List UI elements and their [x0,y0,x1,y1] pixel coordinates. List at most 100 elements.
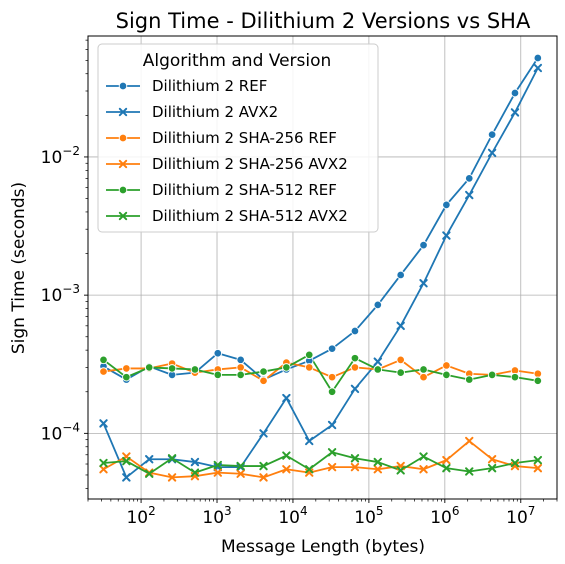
data-point [213,370,223,380]
data-point [510,372,520,382]
data-point [99,465,108,474]
legend-entry-label: Dilithium 2 SHA-256 REF [152,129,337,147]
x-tick-label: 103 [202,504,231,528]
data-point [327,344,337,353]
series-markers [99,53,543,482]
data-point [99,355,108,365]
data-point [327,462,337,472]
legend-box [97,43,379,233]
x-tick-label: 105 [354,504,383,528]
data-point [236,461,245,471]
data-point [487,148,497,158]
data-point [350,454,360,463]
data-point [487,370,497,380]
data-point [510,88,520,98]
data-point [304,350,314,360]
data-point [533,376,543,386]
data-point [350,326,360,336]
data-point [213,468,222,477]
data-point [510,108,520,117]
plot-frame [87,35,558,500]
data-point [373,365,383,374]
data-point [465,467,474,476]
x-tick-label: 102 [126,504,155,528]
legend-swatch-marker [118,185,128,195]
legend-entry-label: Dilithium 2 SHA-256 AVX2 [152,155,348,173]
data-point [236,363,245,372]
data-point [419,365,428,374]
data-point [236,370,245,380]
data-point [305,465,314,474]
series-line-6 [103,451,538,475]
data-point [282,451,291,460]
y-tick-label: 10−2 [41,144,80,168]
data-point [167,454,177,463]
data-point [465,190,474,200]
y-axis-ticks: 10−4 10−3 10−2 [41,39,88,489]
data-point [145,455,154,464]
data-point [122,456,131,466]
legend-swatch-marker [118,133,128,143]
legend-swatch-marker [118,159,128,169]
data-point [259,376,268,386]
data-point [396,321,405,331]
data-point [465,436,474,446]
data-point [144,363,154,372]
data-point [373,357,383,366]
legend-swatch-marker [118,211,128,221]
data-point [533,369,543,378]
data-point [122,473,131,482]
data-point [533,53,543,63]
data-point [282,363,291,372]
data-point [442,361,451,370]
data-point [327,448,337,457]
data-point [350,384,360,394]
data-point [442,463,451,473]
data-point [442,455,451,465]
data-point [350,363,360,372]
data-point [282,465,291,474]
data-point [419,240,428,250]
data-point [122,372,131,382]
data-point [533,455,543,465]
legend-swatch-marker [118,81,128,91]
x-tick-label: 106 [430,504,459,528]
data-point [533,63,543,73]
data-point [99,458,108,468]
data-point [99,419,108,428]
data-point [259,429,268,438]
data-point [213,460,222,470]
data-point [190,457,200,467]
data-point [373,465,383,474]
data-point [236,355,245,365]
data-point [122,364,131,373]
data-point [487,463,497,473]
data-point [419,465,428,474]
legend-title: Algorithm and Version [143,51,332,71]
data-point [373,457,383,467]
data-point [396,466,405,475]
data-point [419,452,428,461]
y-axis-label: Sign Time (seconds) [9,182,29,354]
data-point [442,231,451,240]
data-point [327,387,337,397]
data-point [99,367,108,376]
data-point [396,368,405,377]
data-point [167,473,177,482]
legend-entry-label: Dilithium 2 SHA-512 REF [152,181,337,199]
x-axis-label: Message Length (bytes) [221,537,425,557]
data-point [167,364,177,373]
data-point [305,436,314,446]
data-point [465,375,474,384]
data-point [487,130,497,139]
data-point [259,461,268,471]
data-point [236,469,245,478]
data-point [327,372,337,382]
data-point [396,355,405,365]
x-tick-label: 104 [278,504,307,528]
data-point [350,353,360,363]
legend-entry-label: Dilithium 2 AVX2 [152,103,278,121]
data-point [259,367,268,376]
data-point [190,468,200,477]
legend: Algorithm and Version Dilithium 2 REF Dil… [97,43,379,233]
